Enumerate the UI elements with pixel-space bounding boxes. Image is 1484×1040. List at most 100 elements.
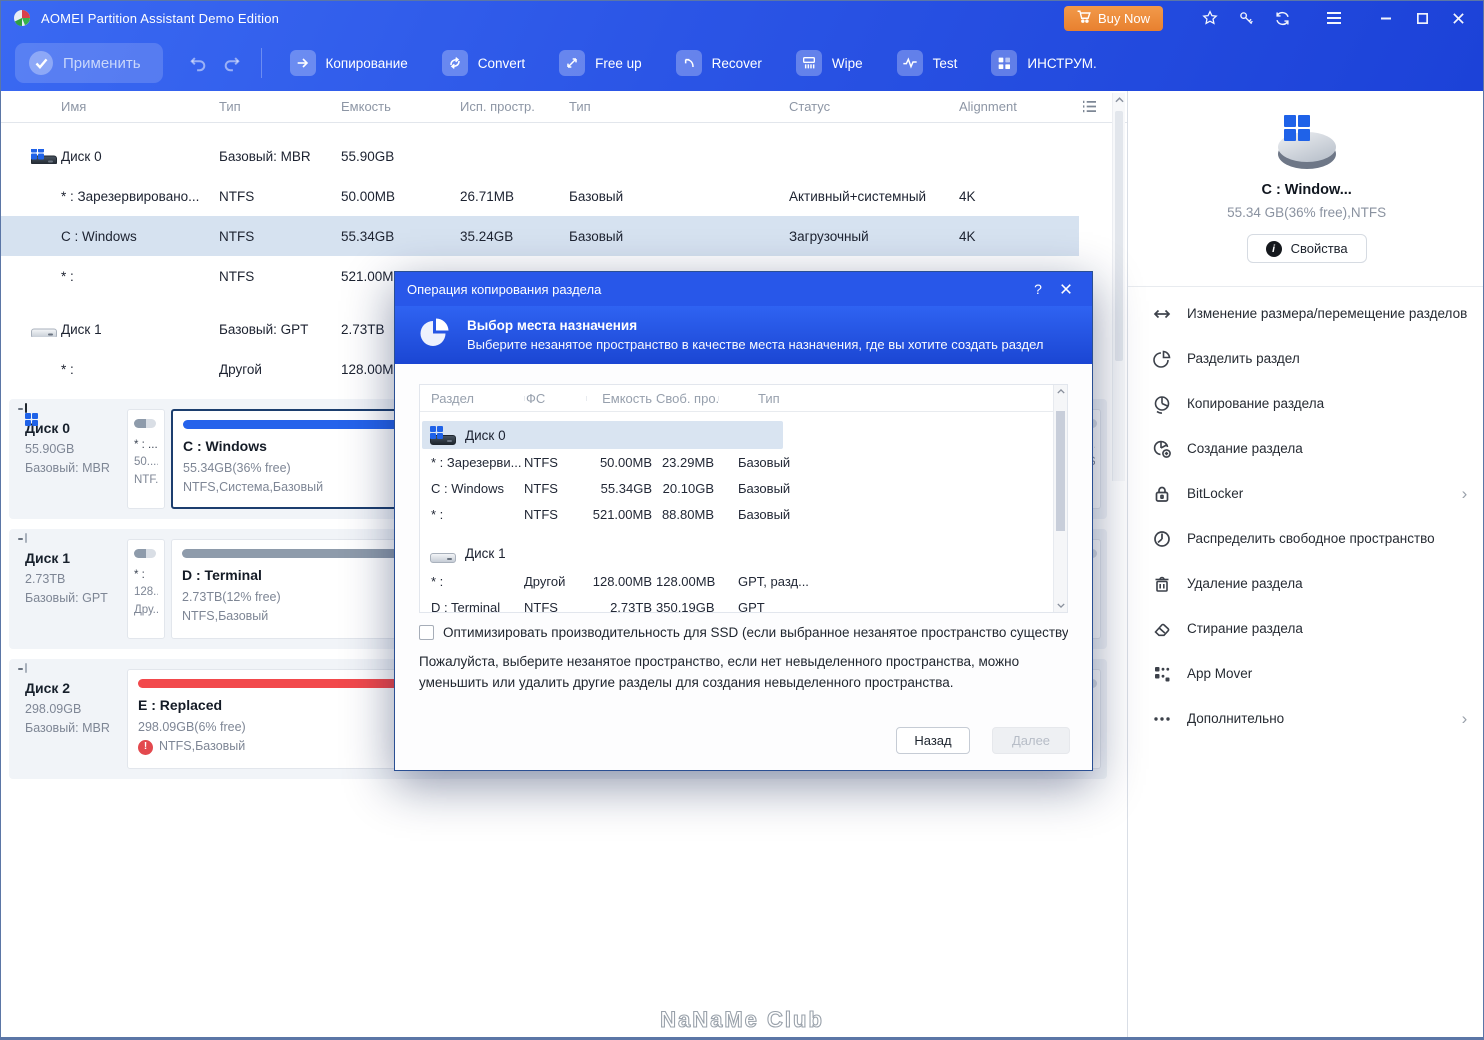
dialog-row-reserved[interactable]: * : Зарезерви... NTFS 50.00MB 23.29MB Ба…	[431, 454, 791, 470]
minimize-icon[interactable]	[1371, 5, 1401, 31]
disk2-info[interactable]: Диск 2 298.09GB Базовый: MBR	[18, 663, 121, 769]
col-status[interactable]: Статус	[777, 99, 947, 114]
ssd-optimize-checkbox[interactable]	[419, 625, 434, 640]
dialog-row-c-windows[interactable]: C : Windows NTFS 55.34GB 20.10GB Базовый	[431, 480, 791, 496]
col-type2[interactable]: Тип	[557, 99, 777, 114]
dialog-row-d-terminal[interactable]: D : Terminal NTFS 2.73TB 350.19GB GPT	[431, 599, 765, 613]
back-button[interactable]: Назад	[896, 727, 970, 754]
table-row-unnamed2[interactable]: * : Другой 128.00MB	[61, 361, 403, 377]
toolbar-test-button[interactable]: Test	[887, 44, 968, 82]
menu-hamburger-icon[interactable]	[1319, 5, 1349, 31]
watermark: NaNaMe Club	[660, 1006, 824, 1032]
cart-icon	[1077, 10, 1091, 26]
toolbar-freeup-label: Free up	[595, 55, 642, 71]
sidebar-item-resize-move[interactable]: Изменение размера/перемещение разделов	[1128, 291, 1483, 336]
dialog-header: Выбор места назначения Выберите незанято…	[395, 306, 1092, 364]
dialog-partition-table: Раздел ФС Емкость Своб. про... Тип Диск …	[419, 384, 1068, 613]
buy-now-button[interactable]: Buy Now	[1063, 5, 1163, 31]
sidebar-item-split-partition[interactable]: Разделить раздел	[1128, 336, 1483, 381]
window-chrome: AOMEI Partition Assistant Demo Edition B…	[1, 1, 1483, 91]
scroll-thumb[interactable]	[1115, 111, 1123, 361]
sidebar-item-advanced[interactable]: Дополнительно ›	[1128, 696, 1483, 741]
dialog-step-subtitle: Выберите незанятое пространство в качест…	[467, 337, 1044, 352]
test-pulse-icon	[896, 50, 923, 76]
toolbar-convert-button[interactable]: Convert	[432, 44, 535, 82]
table-row-disk0[interactable]: Диск 0 Базовый: MBR 55.90GB	[1, 136, 1079, 176]
undo-icon[interactable]	[187, 52, 209, 74]
col-type[interactable]: Тип	[207, 99, 329, 114]
pie-chart-icon	[415, 314, 453, 357]
column-settings-icon[interactable]	[1082, 100, 1097, 116]
chevron-right-icon: ›	[1461, 709, 1468, 728]
sidebar-item-wipe-partition[interactable]: Стирание раздела	[1128, 606, 1483, 651]
scroll-up-icon[interactable]	[1113, 93, 1125, 107]
group-name: Диск 0	[465, 427, 506, 443]
toolbar-wipe-button[interactable]: Wipe	[786, 44, 873, 82]
sidebar-item-app-mover[interactable]: App Mover	[1128, 651, 1483, 696]
sidebar-item-bitlocker[interactable]: BitLocker ›	[1128, 471, 1483, 516]
trash-icon	[1151, 573, 1172, 594]
allocate-space-icon	[1151, 528, 1172, 549]
dialog-table-scrollbar[interactable]	[1053, 385, 1067, 612]
copy-arrow-icon	[289, 50, 316, 76]
ssd-optimize-label: Оптимизировать производительность для SS…	[443, 625, 1068, 640]
col-used[interactable]: Исп. простр.	[448, 99, 557, 114]
next-button: Далее	[992, 727, 1070, 754]
redo-icon[interactable]	[221, 52, 243, 74]
disk1-info[interactable]: Диск 1 2.73TB Базовый: GPT	[18, 533, 121, 639]
dialog-note: Пожалуйста, выберите незанятое пространс…	[419, 653, 1020, 691]
dialog-help-icon[interactable]: ?	[1034, 281, 1042, 297]
resize-move-icon	[1151, 303, 1172, 324]
table-row-disk1[interactable]: Диск 1 Базовый: GPT 2.73TB	[1, 309, 1079, 349]
freeup-resize-icon	[559, 50, 586, 76]
table-row-c-windows[interactable]: C : Windows NTFS 55.34GB 35.24GB Базовый…	[1, 216, 1079, 256]
dialog-table-header: Раздел ФС Емкость Своб. про... Тип	[420, 385, 1053, 412]
col-capacity[interactable]: Емкость	[329, 99, 448, 114]
undo-redo-group	[187, 52, 243, 74]
disk1-small-partition[interactable]: * : 128.... Дру...	[127, 539, 165, 639]
update-sync-icon[interactable]	[1267, 5, 1297, 31]
titlebar: AOMEI Partition Assistant Demo Edition B…	[1, 1, 1483, 35]
col-alignment[interactable]: Alignment	[947, 99, 1079, 114]
apply-button[interactable]: Применить	[15, 43, 163, 83]
scroll-thumb[interactable]	[1056, 411, 1065, 531]
toolbar-copy-button[interactable]: Копирование	[280, 44, 418, 82]
table-scrollbar[interactable]	[1112, 93, 1125, 481]
toolbar-recover-button[interactable]: Recover	[666, 44, 772, 82]
sidebar-actions: Изменение размера/перемещение разделов Р…	[1128, 287, 1483, 741]
dialog-row-disk1[interactable]: Диск 1	[422, 538, 783, 568]
table-row-unnamed1[interactable]: * : NTFS 521.00MB	[61, 268, 403, 284]
toolbar-tools-button[interactable]: ИНСТРУМ.	[981, 44, 1106, 82]
create-partition-icon	[1151, 438, 1172, 459]
toolbar-freeup-button[interactable]: Free up	[549, 44, 652, 82]
toolbar: Применить Копирование Convert Free up	[1, 35, 1483, 91]
sidebar-item-copy-partition[interactable]: Копирование раздела	[1128, 381, 1483, 426]
disk0-info[interactable]: Диск 0 55.90GB Базовый: MBR	[18, 403, 121, 509]
eraser-icon	[1151, 618, 1172, 639]
properties-button[interactable]: i Свойства	[1246, 234, 1367, 263]
sidebar-item-create-partition[interactable]: Создание раздела	[1128, 426, 1483, 471]
dialog-row-disk0[interactable]: Диск 0	[422, 421, 783, 449]
disk-icon	[31, 322, 57, 337]
col-name[interactable]: Имя	[61, 99, 87, 114]
maximize-icon[interactable]	[1407, 5, 1437, 31]
dialog-row-disk1-unnamed[interactable]: * : Другой 128.00MB 128.00MB GPT, разд..…	[431, 573, 809, 589]
disk0-reserved-partition[interactable]: * : ... 50.... NTF...	[127, 409, 165, 509]
table-row-reserved[interactable]: * : Зарезервировано... NTFS 50.00MB 26.7…	[61, 188, 976, 204]
close-icon[interactable]	[1443, 5, 1473, 31]
sidebar-item-delete-partition[interactable]: Удаление раздела	[1128, 561, 1483, 606]
disk-icon	[430, 425, 456, 445]
dialog-row-unnamed[interactable]: * : NTFS 521.00MB 88.80MB Базовый	[431, 506, 791, 522]
properties-label: Свойства	[1290, 241, 1348, 256]
scroll-down-icon[interactable]	[1054, 599, 1067, 612]
license-key-icon[interactable]	[1231, 5, 1261, 31]
ssd-optimize-row: Оптимизировать производительность для SS…	[419, 624, 1068, 642]
sidebar-item-allocate-free-space[interactable]: Распределить свободное пространство	[1128, 516, 1483, 561]
dialog-close-icon[interactable]	[1052, 276, 1080, 302]
scroll-up-icon[interactable]	[1054, 385, 1067, 398]
wipe-shredder-icon	[795, 50, 822, 76]
dialog-titlebar: Операция копирования раздела ?	[395, 272, 1092, 306]
check-icon	[29, 51, 53, 75]
favorite-star-icon[interactable]	[1195, 5, 1225, 31]
